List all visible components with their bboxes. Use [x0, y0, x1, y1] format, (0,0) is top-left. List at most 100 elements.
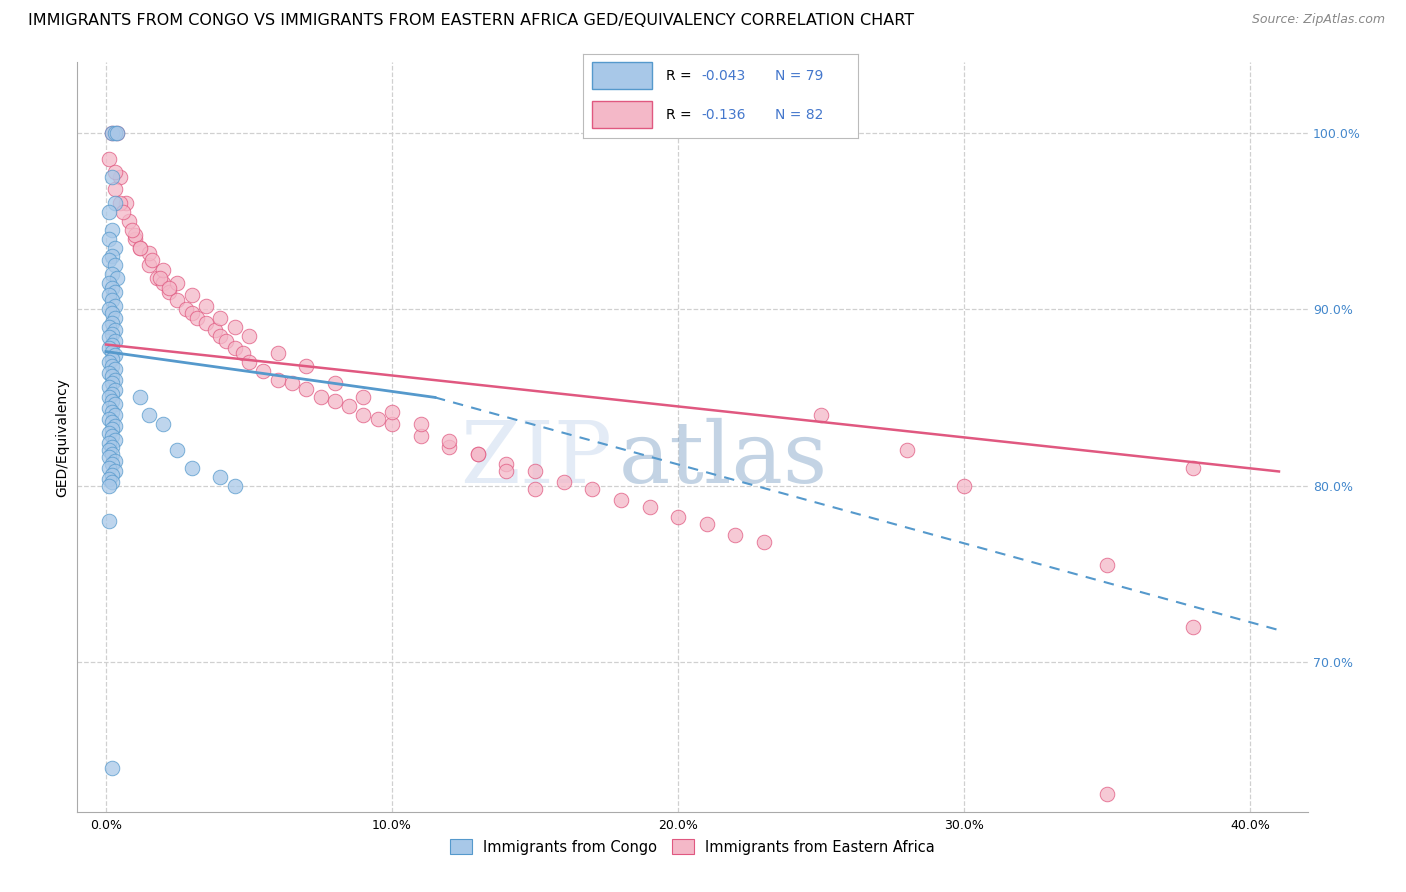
Point	[266, 346, 288, 360]
Point	[209, 328, 232, 343]
Point	[100, 267, 122, 281]
Point	[103, 196, 125, 211]
Point	[141, 252, 163, 267]
Point	[638, 500, 661, 514]
Point	[180, 306, 202, 320]
Point	[103, 299, 125, 313]
Point	[97, 443, 120, 458]
Text: ZIP: ZIP	[461, 418, 613, 501]
Point	[97, 514, 120, 528]
Point	[100, 249, 122, 263]
Text: -0.043: -0.043	[702, 69, 745, 83]
Point	[174, 302, 197, 317]
Point	[295, 382, 318, 396]
Point	[97, 205, 120, 219]
Point	[696, 517, 718, 532]
Point	[103, 182, 125, 196]
Point	[100, 458, 122, 472]
Point	[186, 311, 208, 326]
Point	[152, 276, 174, 290]
Point	[100, 447, 122, 461]
Point	[166, 276, 188, 290]
Point	[495, 458, 517, 472]
Point	[97, 276, 120, 290]
Point	[100, 126, 122, 140]
Text: 20.0%: 20.0%	[658, 819, 699, 831]
Point	[100, 306, 122, 320]
Point	[97, 425, 120, 440]
Point	[124, 228, 146, 243]
Point	[100, 429, 122, 443]
Point	[953, 478, 976, 492]
Text: 40.0%: 40.0%	[1230, 819, 1270, 831]
Y-axis label: GED/Equivalency: GED/Equivalency	[55, 377, 69, 497]
Text: R =: R =	[666, 108, 696, 121]
Point	[97, 330, 120, 344]
Point	[97, 341, 120, 355]
Point	[224, 341, 246, 355]
Point	[323, 376, 346, 391]
Point	[896, 443, 918, 458]
Text: atlas: atlas	[619, 418, 828, 501]
Point	[100, 281, 122, 295]
Point	[100, 344, 122, 359]
Point	[409, 417, 432, 431]
Point	[100, 415, 122, 429]
Point	[97, 401, 120, 415]
Point	[100, 422, 122, 436]
Text: 10.0%: 10.0%	[373, 819, 412, 831]
Point	[97, 252, 120, 267]
Point	[103, 165, 125, 179]
Point	[252, 364, 274, 378]
Point	[97, 153, 120, 167]
Point	[97, 366, 120, 380]
Point	[103, 126, 125, 140]
Point	[97, 461, 120, 475]
Point	[103, 397, 125, 411]
Point	[129, 241, 152, 255]
Point	[146, 270, 169, 285]
Point	[553, 475, 575, 489]
Point	[100, 169, 122, 184]
Point	[439, 434, 461, 449]
Text: 30.0%: 30.0%	[945, 819, 984, 831]
Legend: Immigrants from Congo, Immigrants from Eastern Africa: Immigrants from Congo, Immigrants from E…	[444, 833, 941, 861]
Point	[224, 478, 246, 492]
Point	[204, 323, 226, 337]
Point	[103, 408, 125, 422]
Point	[121, 223, 143, 237]
Point	[100, 359, 122, 373]
Point	[118, 214, 141, 228]
Text: N = 79: N = 79	[776, 69, 824, 83]
Point	[100, 293, 122, 308]
Point	[166, 293, 188, 308]
Point	[1182, 619, 1205, 633]
Point	[103, 373, 125, 387]
Point	[1097, 558, 1119, 572]
Point	[100, 223, 122, 237]
Point	[97, 319, 120, 334]
Point	[100, 440, 122, 454]
Point	[581, 482, 603, 496]
Point	[195, 317, 218, 331]
Point	[97, 391, 120, 405]
Point	[100, 393, 122, 408]
Point	[97, 411, 120, 425]
Point	[467, 447, 489, 461]
Point	[97, 288, 120, 302]
Point	[103, 323, 125, 337]
Point	[152, 417, 174, 431]
Point	[138, 258, 160, 272]
Point	[367, 411, 389, 425]
Bar	[592, 62, 652, 89]
Point	[352, 391, 374, 405]
Point	[100, 126, 122, 140]
Point	[103, 433, 125, 447]
Text: R =: R =	[666, 69, 696, 83]
Point	[100, 351, 122, 366]
Point	[97, 355, 120, 369]
Point	[103, 311, 125, 326]
Text: Source: ZipAtlas.com: Source: ZipAtlas.com	[1251, 13, 1385, 27]
Text: 0.0%: 0.0%	[90, 819, 122, 831]
Point	[100, 376, 122, 391]
